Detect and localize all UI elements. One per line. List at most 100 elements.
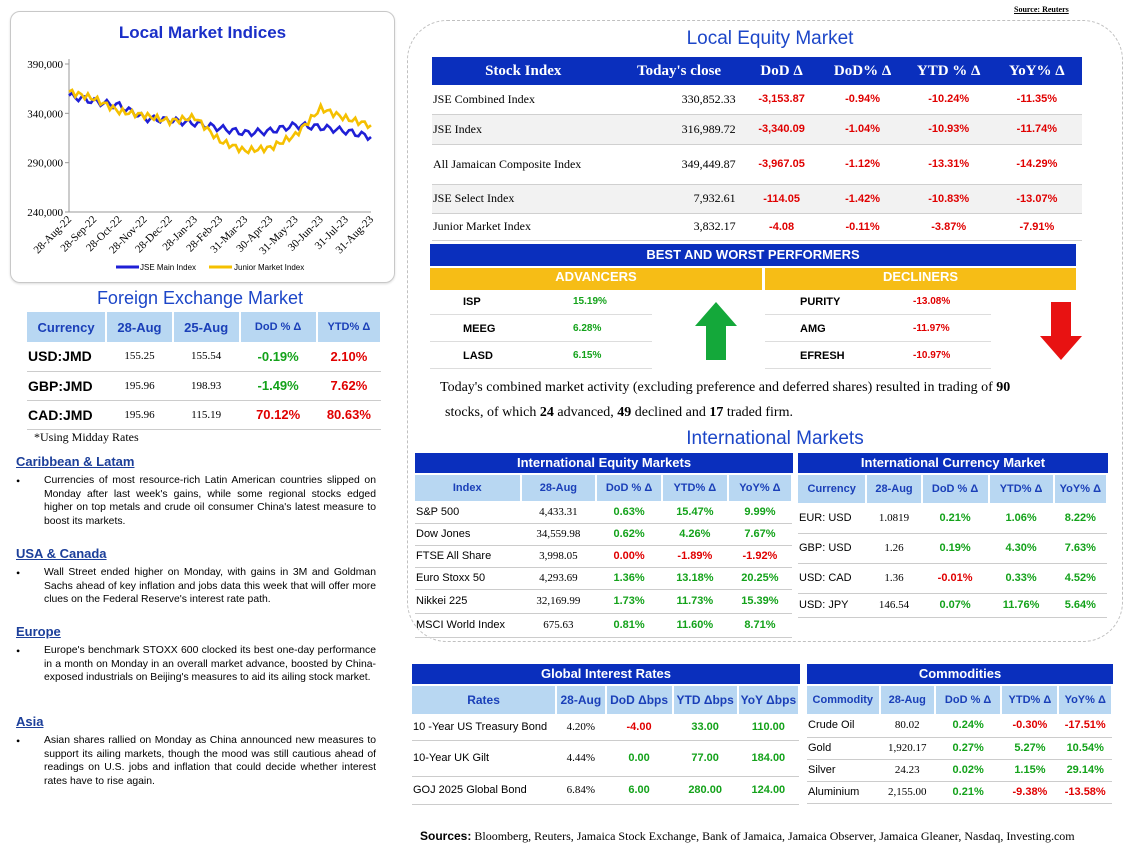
decliners-row: AMG -11.97% xyxy=(765,319,991,342)
intl-equity-header-cell: 28-Aug xyxy=(520,475,598,501)
rates-cell: 77.00 xyxy=(672,740,738,777)
rates-cell: 4.44% xyxy=(556,740,606,777)
equity-cell: -0.94% xyxy=(819,85,906,115)
intl-equity-cell: 0.81% xyxy=(596,613,662,638)
intl-equity-row: MSCI World Index 675.63 0.81% 11.60% 8.71% xyxy=(415,613,792,638)
intl-equity-row: FTSE All Share 3,998.05 0.00% -1.89% -1.92% xyxy=(415,545,792,568)
intl-currency-cell: GBP: USD xyxy=(798,533,867,564)
rates-cell: 4.20% xyxy=(556,714,606,741)
intl-currency-row: EUR: USD 1.0819 0.21% 1.06% 8.22% xyxy=(798,503,1107,534)
interest-rates-panel: Global Interest Rates Rates 28-Aug DoD Δbps… xyxy=(412,664,801,805)
intl-currency-header-cell: YTD% Δ xyxy=(988,475,1055,503)
rates-header-row: Rates 28-Aug DoD Δbps YTD Δbps YoY Δbps xyxy=(412,686,801,714)
intl-currency-cell: 0.19% xyxy=(921,533,989,564)
intl-equity-cell: 3,998.05 xyxy=(520,545,597,568)
commodities-cell: Aluminium xyxy=(807,781,880,804)
intl-currency-cell: -0.01% xyxy=(921,563,989,594)
legend-main: JSE Main Index xyxy=(140,263,196,272)
intl-currency-cell: 1.26 xyxy=(866,533,922,564)
fx-title: Foreign Exchange Market xyxy=(96,288,304,308)
intl-equity-row: S&P 500 4,433.31 0.63% 15.47% 9.99% xyxy=(415,501,792,524)
rates-cell: 0.00 xyxy=(605,740,673,777)
fx-cell: 195.96 xyxy=(106,371,173,401)
intl-currency-header-cell: YoY% Δ xyxy=(1053,475,1109,503)
decliners-row: PURITY -13.08% xyxy=(765,292,991,315)
equity-header-row: Stock Index Today's close DoD Δ DoD% Δ YTD %… xyxy=(432,57,1082,85)
equity-cell: -3,340.09 xyxy=(743,114,820,145)
commodities-header-cell: 28-Aug xyxy=(879,686,936,714)
equity-row: JSE Select Index 7,932.61 -114.05 -1.42% -10… xyxy=(432,184,1082,214)
rates-cell: 184.00 xyxy=(737,740,799,777)
intl-title: International Markets xyxy=(686,428,864,449)
commodities-cell: -0.30% xyxy=(1001,714,1059,738)
equity-cell: All Jamaican Composite Index xyxy=(432,144,615,185)
commodities-cell: 2,155.00 xyxy=(879,781,935,804)
fx-cell: 198.93 xyxy=(172,371,240,401)
bullet-icon: • xyxy=(16,566,21,580)
fx-header-row: Currency 28-Aug 25-Aug DoD % Δ YTD% Δ xyxy=(27,312,383,342)
rates-cell: GOJ 2025 Global Bond xyxy=(412,776,557,805)
fx-cell: 155.54 xyxy=(172,342,240,372)
intl-currency-cell: 4.52% xyxy=(1053,563,1107,594)
equity-cell: JSE Combined Index xyxy=(432,85,615,115)
intl-equity-cell: 4,433.31 xyxy=(520,501,597,524)
intl-currency-header-cell: Currency xyxy=(798,475,868,503)
commodities-header-cell: DoD % Δ xyxy=(934,686,1003,714)
sources-text: Bloomberg, Reuters, Jamaica Stock Exchan… xyxy=(471,829,1075,843)
news-heading: Caribbean & Latam xyxy=(16,454,135,469)
decliners-change: -11.97% xyxy=(913,323,950,334)
intl-currency-cell: 11.76% xyxy=(988,593,1054,618)
legend-junior: Junior Market Index xyxy=(234,263,304,272)
fx-header-cell: YTD% Δ xyxy=(316,312,383,342)
equity-cell: -10.93% xyxy=(905,114,992,145)
rates-row: 10-Year UK Gilt 4.44% 0.00 77.00 184.00 xyxy=(412,740,799,777)
commodities-cell: 5.27% xyxy=(1001,737,1059,760)
intl-currency-cell: 0.33% xyxy=(988,563,1054,594)
fx-header-cell: DoD % Δ xyxy=(239,312,318,342)
intl-equity-cell: Dow Jones xyxy=(415,523,521,546)
intl-equity-header-row: Index 28-Aug DoD % Δ YTD% Δ YoY% Δ xyxy=(415,475,794,501)
fx-cell: 195.96 xyxy=(106,400,173,430)
fx-cell: 155.25 xyxy=(106,342,173,372)
advancers-ticker: LASD xyxy=(463,350,493,362)
fx-cell: -1.49% xyxy=(239,371,317,401)
intl-equity-cell: 675.63 xyxy=(520,613,597,638)
intl-equity-cell: 9.99% xyxy=(727,501,792,524)
commodities-cell: Silver xyxy=(807,759,880,782)
intl-currency-cell: 0.21% xyxy=(921,503,989,534)
market-summary: Today's combined market activity (exclud… xyxy=(440,375,1090,425)
intl-equity-cell: 4.26% xyxy=(661,523,728,546)
series-line-0 xyxy=(68,90,372,142)
equity-cell: -1.12% xyxy=(819,144,906,185)
y-tick-label: 390,000 xyxy=(27,59,63,71)
equity-cell: -14.29% xyxy=(991,144,1082,185)
equity-row: JSE Index 316,989.72 -3,340.09 -1.04% -10.93… xyxy=(432,114,1082,145)
intl-equity-cell: -1.92% xyxy=(727,545,792,568)
equity-header-cell: YTD % Δ xyxy=(905,57,992,85)
commodities-title: Commodities xyxy=(807,664,1113,684)
commodities-cell: 0.27% xyxy=(934,737,1002,760)
equity-cell: -11.35% xyxy=(991,85,1082,115)
summary-firm: 17 xyxy=(709,405,724,420)
fx-cell: 7.62% xyxy=(316,371,381,401)
intl-equity-row: Nikkei 225 32,169.99 1.73% 11.73% 15.39% xyxy=(415,589,792,614)
bullet-icon: • xyxy=(16,734,21,748)
sources-footer: Sources: Bloomberg, Reuters, Jamaica Sto… xyxy=(420,829,1075,844)
intl-currency-cell: USD: JPY xyxy=(798,593,867,618)
decliners-header: DECLINERS xyxy=(765,268,1076,290)
fx-note: *Using Midday Rates xyxy=(34,430,139,444)
news-heading: Europe xyxy=(16,624,61,639)
commodities-row: Crude Oil 80.02 0.24% -0.30% -17.51% xyxy=(807,714,1112,738)
commodities-header-row: Commodity 28-Aug DoD % Δ YTD% Δ YoY% Δ xyxy=(807,686,1113,714)
advancers-header: ADVANCERS xyxy=(430,268,762,290)
fx-row: GBP:JMD 195.96 198.93 -1.49% 7.62% xyxy=(27,371,381,401)
equity-cell: -10.83% xyxy=(905,184,992,214)
rates-title: Global Interest Rates xyxy=(412,664,800,684)
equity-title: Local Equity Market xyxy=(686,28,854,49)
advancers-ticker: ISP xyxy=(463,296,481,308)
rates-header-cell: 28-Aug xyxy=(556,686,607,714)
commodities-cell: Gold xyxy=(807,737,880,760)
intl-currency-header-cell: 28-Aug xyxy=(866,475,923,503)
local-indices-chart-panel: Local Market Indices 390,000 340,000 290,0… xyxy=(10,11,395,283)
intl-currency-cell: 8.22% xyxy=(1053,503,1107,534)
